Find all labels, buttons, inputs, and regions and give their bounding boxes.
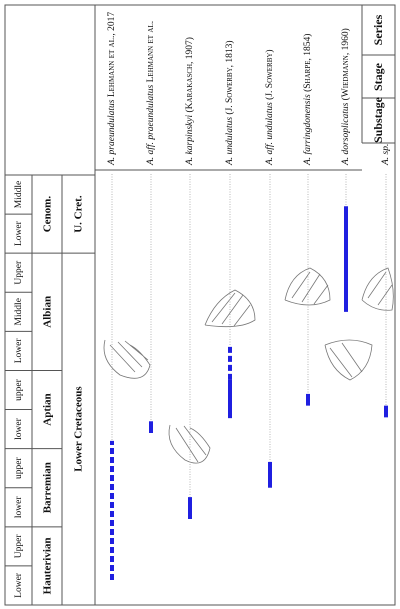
species-author: (J. Sowerby) <box>264 49 275 99</box>
substage-label: Lower <box>14 338 24 364</box>
ammonite-sketch <box>324 339 373 381</box>
header-label: Substage <box>371 96 385 143</box>
species-author: Lehmann et al. <box>146 21 156 83</box>
header-label: Stage <box>371 62 385 91</box>
stage-label: Aptian <box>42 393 54 425</box>
species-author: (Karakasch, 1907) <box>184 37 195 112</box>
frame <box>4 4 396 606</box>
species-name: A. farringdonensis (Sharpe, 1854) <box>302 34 313 166</box>
substage-label: upper <box>14 378 24 400</box>
species-taxon: A. dorsoplicatus <box>341 102 351 166</box>
species-taxon: A. aff. undulatus <box>264 102 275 166</box>
substage-label: upper <box>14 457 24 479</box>
species-author: (Wiedmann, 1960) <box>340 28 351 100</box>
substage-label: Middle <box>14 181 24 208</box>
ammonite-sketch <box>168 424 211 464</box>
series-label: Lower Cretaceous <box>73 386 85 472</box>
substage-label: lower <box>14 417 24 439</box>
species-author: Lehmann et al., 2017 <box>107 12 117 98</box>
species-name: A. karpinskyi (Karakasch, 1907) <box>184 37 195 166</box>
stage-label: Hauterivian <box>42 537 54 594</box>
species-taxon: A. praeundulatus <box>107 99 117 166</box>
ammonite-sketch <box>204 289 256 328</box>
substage-label: lower <box>14 496 24 518</box>
ammonite-sketch <box>361 267 394 311</box>
ammonite-sketch <box>284 267 331 306</box>
stage-label: Cenom. <box>42 196 54 233</box>
substage-label: Upper <box>14 260 24 285</box>
species-taxon: A. farringdonensis <box>302 94 313 166</box>
stage-label: Albian <box>42 296 54 328</box>
species-name: A. dorsoplicatus (Wiedmann, 1960) <box>340 28 351 166</box>
substage-label: Middle <box>14 298 24 325</box>
species-name: A. aff. praeundulatus Lehmann et al. <box>145 21 156 166</box>
series-label: U. Cret. <box>73 195 85 233</box>
species-author: (Sharpe, 1854) <box>302 34 313 92</box>
species-taxon: A. aff. praeundulatus <box>145 84 156 166</box>
stage-label: Barremian <box>42 462 54 513</box>
species-taxon: A. karpinskyi <box>185 115 195 166</box>
header-label: Series <box>371 14 385 45</box>
species-taxon: A. sp. <box>381 144 391 166</box>
substage-label: Lower <box>14 572 24 598</box>
species-name: A. aff. undulatus (J. Sowerby) <box>264 49 275 166</box>
species-name: A. sp. <box>381 144 391 166</box>
substage-label: Lower <box>14 220 24 246</box>
substage-label: Upper <box>14 534 24 559</box>
ammonite-sketches <box>103 267 394 464</box>
species-name: A. praeundulatus Lehmann et al., 2017 <box>107 12 117 166</box>
species-author: (J. Sowerby, 1813) <box>224 40 235 114</box>
species-name: A. undulatus (J. Sowerby, 1813) <box>224 40 235 166</box>
species-taxon: A. undulatus <box>225 117 235 166</box>
ammonite-sketch <box>103 339 151 379</box>
